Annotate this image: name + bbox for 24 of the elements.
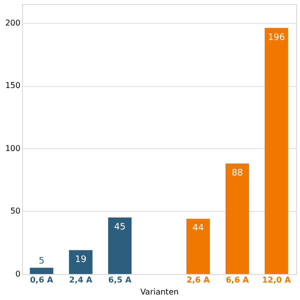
y-tick-label: 150 (5, 81, 20, 90)
bar (186, 218, 210, 274)
bar (226, 163, 250, 274)
x-tick-label: 2,4 A (69, 276, 94, 284)
x-tick-label: 2,6 A (186, 276, 211, 284)
data-label: 5 (38, 256, 44, 267)
y-tick-label: 0 (15, 270, 20, 278)
bar (108, 217, 132, 274)
y-tick-label: 200 (5, 18, 20, 28)
data-label: 44 (192, 224, 204, 234)
x-tick-label: 6,5 A (108, 276, 132, 284)
data-label: 45 (114, 222, 126, 232)
x-tick-label: 0,6 A (30, 276, 54, 284)
bar (264, 28, 288, 274)
bar (30, 268, 54, 274)
data-label: 196 (268, 32, 286, 43)
x-tick-label: 12,0 A (262, 276, 292, 284)
x-axis-title: Varianten (140, 288, 179, 296)
x-tick-label: 6,6 A (226, 276, 250, 284)
data-label: 19 (74, 255, 87, 266)
y-tick-label: 50 (10, 206, 20, 216)
y-tick-label: 100 (5, 144, 20, 153)
data-label: 88 (232, 168, 244, 178)
bar (68, 250, 92, 274)
